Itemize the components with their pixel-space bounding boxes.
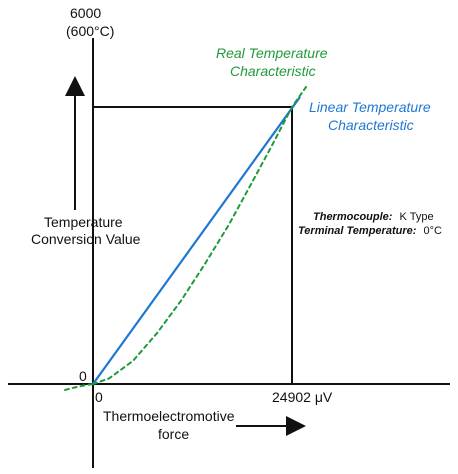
thermocouple-note-value: K Type: [400, 211, 434, 223]
linear-series-label-line-2: Characteristic: [328, 117, 414, 133]
top-value-unit: (600°C): [66, 23, 114, 39]
y-axis-label-line-2: Conversion Value: [31, 231, 141, 247]
terminal-note-label: Terminal Temperature:: [298, 225, 417, 237]
y-axis-label-line-1: Temperature: [44, 214, 123, 230]
origin-y-label: 0: [79, 368, 87, 384]
terminal-note-value: 0°C: [423, 225, 442, 237]
linear-series-label-line-1: Linear Temperature: [309, 99, 431, 115]
series-layer: [64, 86, 307, 391]
thermocouple-note-label: Thermocouple:: [313, 211, 393, 223]
linear-series-line: [92, 96, 301, 385]
real-series-line: [92, 86, 307, 385]
real-series-label-line-1: Real Temperature: [216, 45, 328, 61]
x-axis-label-line-1: Thermoelectromotive: [103, 408, 235, 424]
terminal-note: Terminal Temperature: 0°C: [298, 225, 442, 237]
x-axis-label-line-2: force: [158, 426, 189, 442]
origin-x-label: 0: [95, 389, 103, 405]
top-value-label: 6000: [70, 5, 101, 21]
real-series-lower-extension: [64, 383, 94, 391]
thermocouple-note: Thermocouple: K Type: [313, 211, 434, 223]
real-series-label-line-2: Characteristic: [230, 63, 316, 79]
x-max-label: 24902 μV: [272, 389, 333, 405]
